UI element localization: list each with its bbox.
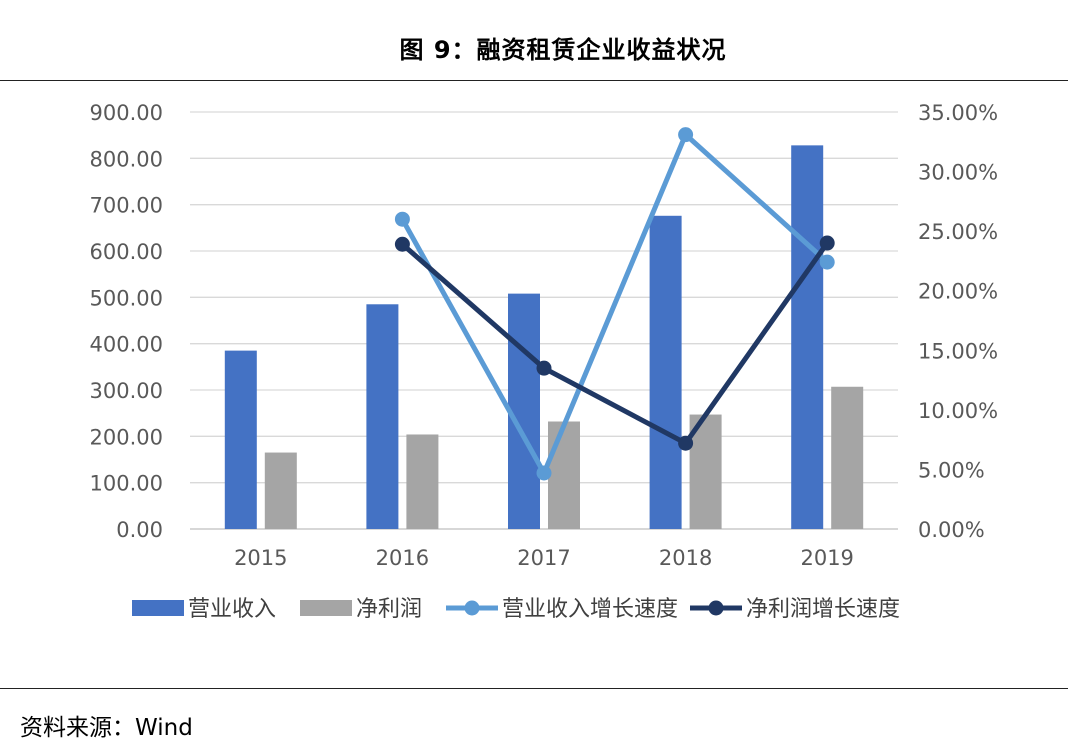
line-point — [536, 465, 552, 481]
legend-marker — [708, 600, 724, 616]
right-tick-label: 15.00% — [918, 339, 998, 363]
x-tick-label: 2016 — [376, 546, 429, 570]
source-note: 资料来源：Wind — [20, 715, 193, 741]
right-tick-label: 10.00% — [918, 399, 998, 423]
legend-label: 净利润增长速度 — [746, 597, 900, 622]
bar — [791, 145, 824, 530]
legend-swatch — [300, 600, 352, 616]
series-line — [399, 240, 830, 446]
left-tick-label: 400.00 — [90, 333, 163, 357]
right-tick-label: 5.00% — [918, 458, 985, 482]
x-tick-label: 2017 — [517, 546, 570, 570]
left-tick-label: 100.00 — [90, 472, 163, 496]
lines — [394, 127, 835, 481]
left-tick-label: 800.00 — [90, 147, 163, 171]
left-axis: 0.00 100.00 200.00 300.00 400.00 500.00 600.00… — [90, 101, 163, 542]
line-point — [678, 435, 694, 451]
bar — [224, 350, 257, 529]
legend-marker — [464, 600, 480, 616]
bar — [649, 215, 682, 529]
line-point — [536, 360, 552, 376]
chart: 0.00 100.00 200.00 300.00 400.00 500.00 600.00… — [90, 101, 999, 622]
right-tick-label: 0.00% — [918, 518, 985, 542]
line-point — [819, 254, 835, 270]
left-tick-label: 700.00 — [90, 194, 163, 218]
left-tick-label: 500.00 — [90, 286, 163, 310]
right-tick-label: 25.00% — [918, 220, 998, 244]
bar — [366, 304, 399, 529]
left-tick-label: 200.00 — [90, 425, 163, 449]
gridlines — [190, 111, 898, 530]
bars — [224, 145, 864, 530]
x-tick-label: 2019 — [800, 546, 853, 570]
top-rule — [0, 80, 1068, 81]
figure-title: 图 9：融资租赁企业收益状况 — [399, 36, 727, 64]
legend-label: 净利润 — [356, 597, 422, 622]
line-point — [678, 127, 694, 143]
left-tick-label: 300.00 — [90, 379, 163, 403]
right-tick-label: 30.00% — [918, 161, 998, 185]
series-line — [399, 132, 830, 476]
right-axis: 0.00% 5.00% 10.00% 15.00% 20.00% 25.00% 30.00%… — [918, 101, 998, 542]
bar — [831, 386, 864, 529]
x-tick-label: 2015 — [234, 546, 287, 570]
legend: 营业收入 净利润 营业收入增长速度 净利润增长速度 — [132, 597, 900, 622]
legend-swatch — [132, 600, 184, 616]
bar — [406, 434, 439, 529]
right-tick-label: 20.00% — [918, 280, 998, 304]
bar — [264, 452, 297, 529]
legend-label: 营业收入 — [188, 597, 276, 622]
right-tick-label: 35.00% — [918, 101, 998, 125]
x-axis: 2015 2016 2017 2018 2019 — [234, 546, 854, 570]
left-tick-label: 900.00 — [90, 101, 163, 125]
left-tick-label: 600.00 — [90, 240, 163, 264]
line-point — [819, 235, 835, 251]
legend-label: 营业收入增长速度 — [502, 597, 678, 622]
x-tick-label: 2018 — [659, 546, 712, 570]
bottom-rule — [0, 688, 1068, 689]
line-point — [394, 211, 410, 227]
left-tick-label: 0.00 — [116, 518, 163, 542]
bar — [508, 293, 540, 529]
bar — [548, 421, 580, 529]
line-point — [394, 236, 410, 252]
